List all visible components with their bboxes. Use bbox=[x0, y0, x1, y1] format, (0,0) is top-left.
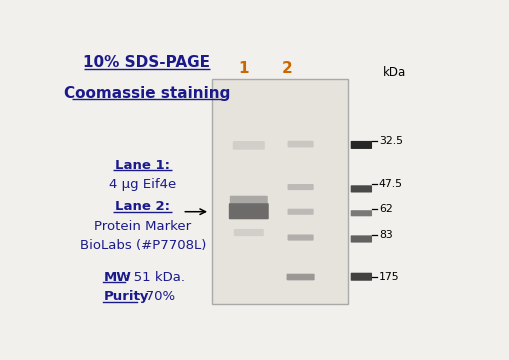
FancyBboxPatch shape bbox=[286, 274, 314, 280]
FancyBboxPatch shape bbox=[350, 185, 372, 193]
Text: Protein Marker: Protein Marker bbox=[94, 220, 191, 233]
Text: 10% SDS-PAGE: 10% SDS-PAGE bbox=[83, 55, 210, 70]
Text: Lane 1:: Lane 1: bbox=[115, 159, 170, 172]
Text: 47.5: 47.5 bbox=[378, 179, 402, 189]
Bar bbox=[212, 79, 348, 304]
Text: Coomassie staining: Coomassie staining bbox=[64, 86, 230, 100]
Text: : 51 kDa.: : 51 kDa. bbox=[125, 271, 185, 284]
FancyBboxPatch shape bbox=[287, 141, 313, 148]
FancyBboxPatch shape bbox=[230, 196, 267, 206]
Text: 83: 83 bbox=[378, 230, 392, 240]
Text: : 70%: : 70% bbox=[136, 290, 175, 303]
FancyBboxPatch shape bbox=[232, 141, 264, 150]
FancyBboxPatch shape bbox=[350, 235, 372, 243]
FancyBboxPatch shape bbox=[229, 203, 268, 219]
Text: 1: 1 bbox=[238, 60, 248, 76]
FancyBboxPatch shape bbox=[287, 234, 313, 240]
Text: BioLabs (#P7708L): BioLabs (#P7708L) bbox=[79, 239, 206, 252]
Text: Lane 2:: Lane 2: bbox=[115, 200, 170, 213]
Text: 2: 2 bbox=[281, 60, 292, 76]
FancyBboxPatch shape bbox=[233, 229, 263, 236]
FancyBboxPatch shape bbox=[350, 273, 372, 281]
FancyBboxPatch shape bbox=[287, 184, 313, 190]
Text: 4 μg Eif4e: 4 μg Eif4e bbox=[109, 178, 176, 191]
FancyBboxPatch shape bbox=[287, 209, 313, 215]
Text: 62: 62 bbox=[378, 204, 392, 215]
Text: kDa: kDa bbox=[382, 66, 406, 79]
Text: Purity: Purity bbox=[103, 290, 148, 303]
Text: 32.5: 32.5 bbox=[378, 136, 402, 146]
Text: MW: MW bbox=[103, 271, 131, 284]
Text: 175: 175 bbox=[378, 272, 399, 282]
FancyBboxPatch shape bbox=[350, 141, 372, 149]
FancyBboxPatch shape bbox=[350, 210, 372, 216]
